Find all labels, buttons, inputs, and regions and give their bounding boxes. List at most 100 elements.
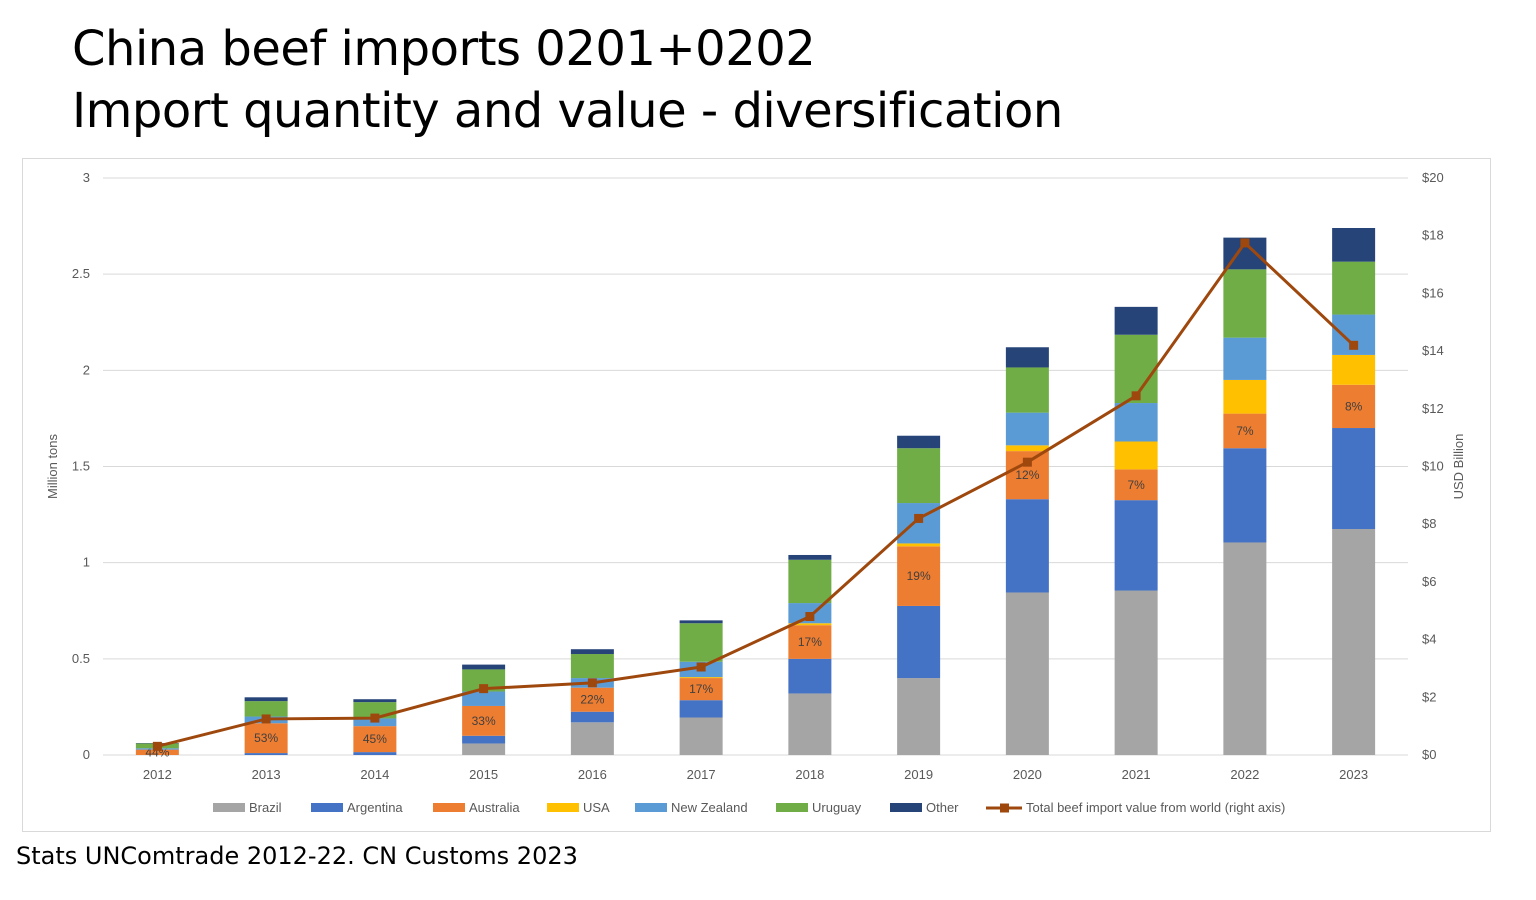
- bar-segment-argentina: [1005, 499, 1049, 593]
- y2-tick-label: $4: [1422, 632, 1436, 647]
- total-value-marker: [1349, 340, 1359, 350]
- x-tick-label: 2021: [1122, 767, 1151, 782]
- bar-segment-other: [788, 554, 832, 560]
- bar-segment-other: [679, 620, 723, 624]
- data-label: 45%: [363, 732, 387, 746]
- total-value-marker: [370, 713, 380, 723]
- legend-label-brazil: Brazil: [249, 800, 282, 815]
- bar-segment-uruguay: [1223, 269, 1267, 338]
- title-line-1: China beef imports 0201+0202: [72, 21, 816, 77]
- total-value-marker: [914, 513, 924, 523]
- bar-segment-new-zealand: [1005, 412, 1049, 446]
- y2-tick-label: $8: [1422, 516, 1436, 531]
- data-label: 22%: [580, 693, 604, 707]
- y2-tick-label: $16: [1422, 285, 1444, 300]
- x-tick-label: 2019: [904, 767, 933, 782]
- bar-segment-australia: [897, 546, 941, 606]
- bar-segment-argentina: [462, 735, 506, 744]
- y2-tick-label: $18: [1422, 228, 1444, 243]
- total-value-marker: [261, 714, 271, 724]
- bar-segment-brazil: [1332, 529, 1376, 755]
- data-label: 33%: [472, 714, 496, 728]
- y2-tick-label: $10: [1422, 459, 1444, 474]
- bar-segment-other: [1332, 228, 1376, 262]
- bar-segment-brazil: [788, 693, 832, 755]
- y-tick-label: 3: [83, 170, 90, 185]
- bar-segment-brazil: [462, 743, 506, 755]
- legend-swatch-argentina: [311, 803, 343, 812]
- data-label: 7%: [1127, 478, 1145, 492]
- data-label: 19%: [907, 569, 931, 583]
- bar-segment-brazil: [570, 722, 614, 755]
- legend-label-new-zealand: New Zealand: [671, 800, 748, 815]
- bar-segment-new-zealand: [1114, 403, 1158, 442]
- legend-label-argentina: Argentina: [347, 800, 403, 815]
- y-tick-label: 0.5: [72, 651, 90, 666]
- bar-segment-other: [462, 664, 506, 670]
- bar-segment-australia: [135, 749, 179, 755]
- total-value-marker: [805, 612, 815, 622]
- bar-segment-new-zealand: [1223, 337, 1267, 380]
- bar-segment-brazil: [679, 717, 723, 755]
- y-tick-label: 1.5: [72, 459, 90, 474]
- x-tick-label: 2018: [795, 767, 824, 782]
- bar-segment-other: [1114, 306, 1158, 335]
- bar-segment-uruguay: [679, 623, 723, 662]
- data-label: 53%: [254, 731, 278, 745]
- bar-segment-brazil: [1114, 590, 1158, 755]
- bar-segment-other: [570, 649, 614, 655]
- bar-segment-uruguay: [788, 559, 832, 604]
- total-value-marker: [587, 678, 597, 688]
- bar-segment-usa: [897, 543, 941, 547]
- legend-label-usa: USA: [583, 800, 610, 815]
- bar-segment-other: [353, 699, 397, 703]
- y-tick-label: 0: [83, 747, 90, 762]
- beef-imports-chart: 0 0.5 1 1.5 2 2.5 3 $0 $2 $4 $6 $8 $10 $12 $14 $16 $18 $2…: [45, 170, 1466, 815]
- bar-segment-uruguay: [462, 669, 506, 692]
- bar-segment-argentina: [244, 753, 288, 755]
- bar-segment-uruguay: [897, 448, 941, 504]
- legend-swatch-new-zealand: [635, 803, 667, 812]
- x-tick-label: 2023: [1339, 767, 1368, 782]
- bar-segment-usa: [1223, 379, 1267, 414]
- bar-segment-australia: [570, 687, 614, 712]
- total-value-marker: [1240, 238, 1250, 248]
- bar-segment-new-zealand: [462, 691, 506, 706]
- x-tick-label: 2012: [143, 767, 172, 782]
- bar-segment-argentina: [788, 658, 832, 694]
- bar-segment-usa: [679, 677, 723, 679]
- legend-swatch-usa: [547, 803, 579, 812]
- legend-swatch-other: [890, 803, 922, 812]
- slide-title: China beef imports 0201+0202 Import quan…: [72, 18, 1063, 142]
- data-label: 17%: [689, 682, 713, 696]
- source-note: Stats UNComtrade 2012-22. CN Customs 202…: [16, 842, 578, 870]
- bar-segment-argentina: [1332, 428, 1376, 530]
- x-tick-label: 2017: [687, 767, 716, 782]
- y2-tick-label: $14: [1422, 343, 1444, 358]
- y2-tick-label: $20: [1422, 170, 1444, 185]
- bar-segment-uruguay: [1332, 261, 1376, 315]
- y-tick-label: 1: [83, 555, 90, 570]
- y-tick-label: 2.5: [72, 266, 90, 281]
- chart-frame: 0 0.5 1 1.5 2 2.5 3 $0 $2 $4 $6 $8 $10 $12 $14 $16 $18 $2…: [22, 158, 1491, 832]
- total-value-marker: [1022, 457, 1032, 467]
- data-label: 7%: [1236, 424, 1254, 438]
- bar-segment-australia: [1332, 384, 1376, 429]
- legend-swatch-australia: [433, 803, 465, 812]
- total-value-marker: [479, 684, 489, 694]
- x-tick-label: 2013: [252, 767, 281, 782]
- bar-segment-uruguay: [570, 654, 614, 679]
- bar-segment-argentina: [897, 605, 941, 679]
- bar-segment-australia: [679, 678, 723, 701]
- y2-tick-label: $2: [1422, 689, 1436, 704]
- x-tick-label: 2014: [360, 767, 389, 782]
- bar-segment-usa: [1114, 441, 1158, 470]
- data-label: 17%: [798, 635, 822, 649]
- title-line-2: Import quantity and value - diversificat…: [72, 83, 1063, 139]
- bar-segment-australia: [462, 705, 506, 736]
- legend-marker-total-value: [1000, 803, 1009, 813]
- bar-segment-argentina: [1114, 500, 1158, 591]
- bar-segment-australia: [353, 726, 397, 753]
- bar-segment-usa: [788, 623, 832, 626]
- y-tick-label: 2: [83, 362, 90, 377]
